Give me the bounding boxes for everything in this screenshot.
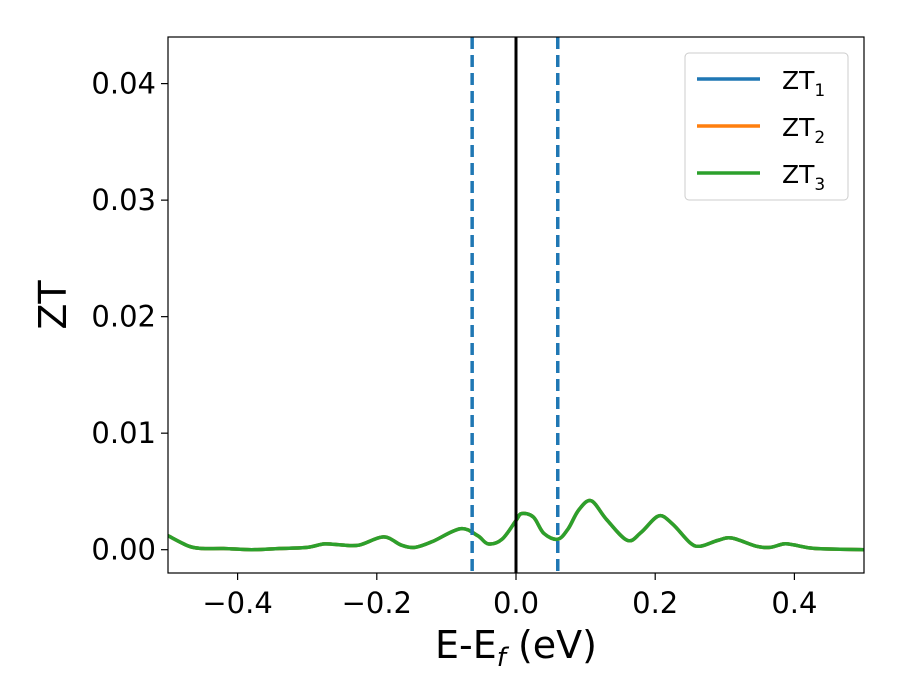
x-axis-title: E-Ef (eV): [435, 623, 597, 673]
y-tick-label: 0.04: [91, 67, 156, 101]
y-tick-label: 0.02: [91, 300, 156, 334]
x-axis-title-unit: (eV): [506, 623, 597, 667]
legend: ZT1 ZT2 ZT3: [684, 52, 849, 201]
series-line-zt3: [168, 498, 864, 552]
y-tick-label: 0.00: [91, 533, 156, 567]
x-axis-title-main: E-E: [435, 623, 497, 667]
x-tick-label: −0.4: [202, 586, 272, 620]
x-tick-label: 0.0: [493, 586, 539, 620]
legend-box: [684, 52, 849, 201]
y-axis: 0.00 0.01 0.02 0.03 0.04: [91, 67, 168, 567]
x-axis: −0.4 −0.2 0.0 0.2 0.4: [202, 573, 817, 620]
x-tick-label: 0.2: [632, 586, 678, 620]
legend-label-zt2: ZT2: [782, 113, 825, 148]
legend-label-zt3: ZT3: [782, 160, 825, 195]
x-tick-label: −0.2: [342, 586, 412, 620]
plot-area: [168, 37, 864, 573]
y-tick-label: 0.03: [91, 183, 156, 217]
x-tick-label: 0.4: [771, 586, 817, 620]
legend-label-zt1: ZT1: [782, 66, 825, 101]
y-tick-label: 0.01: [91, 416, 156, 450]
y-axis-title: ZT: [31, 280, 75, 330]
